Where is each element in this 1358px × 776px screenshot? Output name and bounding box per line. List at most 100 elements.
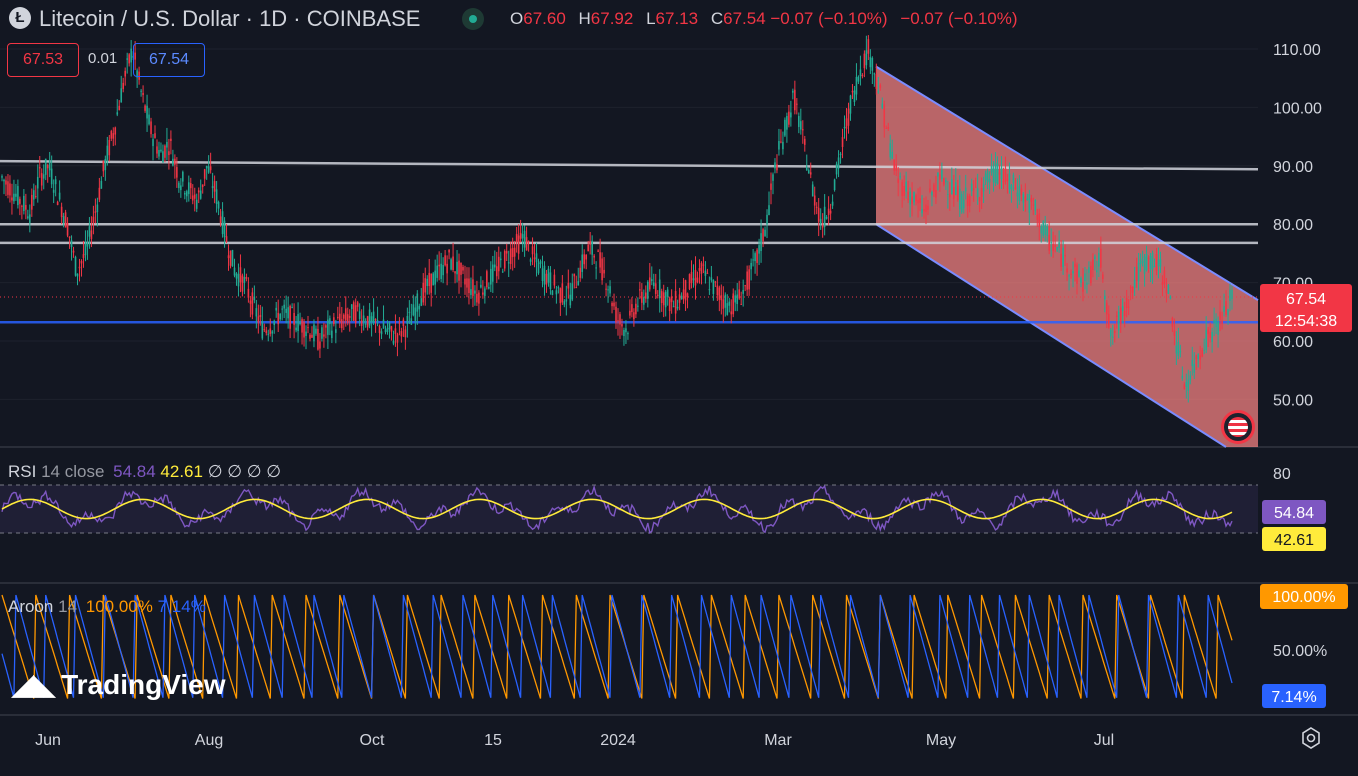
aroon-down-line — [1, 594, 1233, 698]
candle-body — [1082, 282, 1084, 292]
candle-body — [156, 146, 158, 154]
candle-body — [1119, 307, 1122, 324]
price-tick-label: 100.00 — [1273, 100, 1322, 117]
candle-body — [466, 278, 468, 288]
candle-body — [350, 304, 353, 310]
rsi-name: RSI — [8, 462, 37, 481]
candle-body — [1219, 311, 1221, 320]
candle-body — [563, 301, 566, 305]
candle-body — [1167, 284, 1170, 294]
settings-gear-icon[interactable] — [1299, 726, 1323, 750]
candle-body — [1102, 274, 1104, 279]
candle-body — [1141, 261, 1144, 263]
candle-body — [1070, 273, 1072, 275]
candle-body — [160, 149, 162, 152]
tradingview-logo-icon: ◢◣ — [12, 669, 56, 700]
open-key: O — [510, 9, 524, 28]
candle-body — [1100, 248, 1102, 268]
candle-body — [1153, 266, 1156, 268]
candle-body — [1147, 257, 1150, 260]
candle-body — [1088, 267, 1090, 273]
candle-body — [1165, 289, 1168, 294]
candle-body — [1052, 244, 1054, 251]
candle-body — [557, 287, 560, 289]
candle-body — [579, 267, 582, 278]
candle-body — [565, 299, 568, 302]
price-tick-label: 60.00 — [1273, 334, 1313, 351]
candle-body — [219, 216, 222, 224]
candle-body — [1016, 192, 1019, 197]
candle-body — [712, 279, 715, 294]
candle-body — [744, 285, 746, 287]
candle-body — [511, 248, 514, 258]
candle-body — [174, 158, 176, 165]
candle-body — [366, 316, 369, 328]
candle-body — [412, 304, 415, 316]
candle-body — [982, 184, 985, 192]
candle-body — [62, 216, 65, 224]
candle-body — [800, 121, 802, 130]
candle-body — [998, 172, 1001, 175]
candle-body — [805, 166, 808, 171]
candle-body — [1068, 275, 1070, 277]
candle-body — [392, 340, 395, 344]
time-tick-label: Jun — [35, 732, 61, 749]
candle-body — [881, 103, 884, 109]
candle-body — [34, 196, 37, 198]
candle-body — [7, 181, 9, 195]
candle-body — [428, 272, 431, 287]
candle-body — [80, 260, 83, 264]
candle-body — [623, 329, 625, 337]
candle-body — [865, 50, 868, 66]
candle-body — [241, 275, 244, 292]
candle-body — [652, 282, 655, 287]
candle-body — [38, 166, 41, 169]
rsi-params: 14 close — [41, 462, 105, 481]
candle-body — [335, 329, 337, 333]
time-tick-label: Mar — [764, 732, 792, 749]
symbol-title[interactable]: Litecoin / U.S. Dollar · 1D · COINBASE — [39, 6, 421, 31]
candle-body — [509, 248, 512, 264]
candle-body — [690, 271, 693, 284]
candle-body — [613, 302, 615, 307]
candle-body — [166, 141, 168, 148]
candle-body — [899, 176, 901, 178]
rsi-legend[interactable]: RSI 14 close 54.84 42.61 ∅ ∅ ∅ ∅ — [8, 462, 281, 482]
candle-body — [1215, 318, 1217, 328]
time-tick-label: Jul — [1094, 732, 1114, 749]
candle-body — [221, 211, 224, 235]
rsi-ma-value: 42.61 — [160, 462, 203, 481]
tradingview-wordmark: TradingView — [61, 669, 226, 700]
candle-body — [112, 133, 115, 139]
candle-body — [776, 164, 778, 171]
buy-price-button[interactable]: 67.54 — [133, 43, 205, 77]
candle-body — [1131, 286, 1134, 293]
candle-body — [573, 273, 576, 277]
market-status-icon[interactable] — [462, 8, 484, 30]
candle-body — [939, 174, 941, 180]
candle-body — [227, 255, 230, 259]
candle-body — [138, 71, 140, 80]
candle-body — [472, 279, 474, 296]
candle-body — [732, 293, 735, 315]
sell-price-button[interactable]: 67.53 — [7, 43, 79, 77]
us-flag-icon[interactable] — [1221, 410, 1255, 444]
candle-body — [1054, 245, 1056, 247]
change-value: −0.07 (−0.10%) — [900, 9, 1018, 28]
candle-body — [1115, 315, 1118, 317]
candle-body — [64, 212, 67, 228]
candle-body — [1185, 382, 1188, 387]
candle-body — [937, 172, 939, 177]
candle-body — [271, 331, 274, 334]
candle-body — [611, 302, 613, 307]
candle-body — [519, 232, 522, 239]
aroon-legend[interactable]: Aroon 14 100.00% 7.14% — [8, 597, 206, 617]
candle-body — [625, 328, 627, 333]
candle-body — [1076, 264, 1078, 284]
candle-body — [615, 306, 617, 323]
candle-body — [585, 254, 588, 260]
candle-body — [476, 293, 478, 303]
candle-body — [549, 272, 552, 290]
candle-body — [897, 178, 899, 183]
